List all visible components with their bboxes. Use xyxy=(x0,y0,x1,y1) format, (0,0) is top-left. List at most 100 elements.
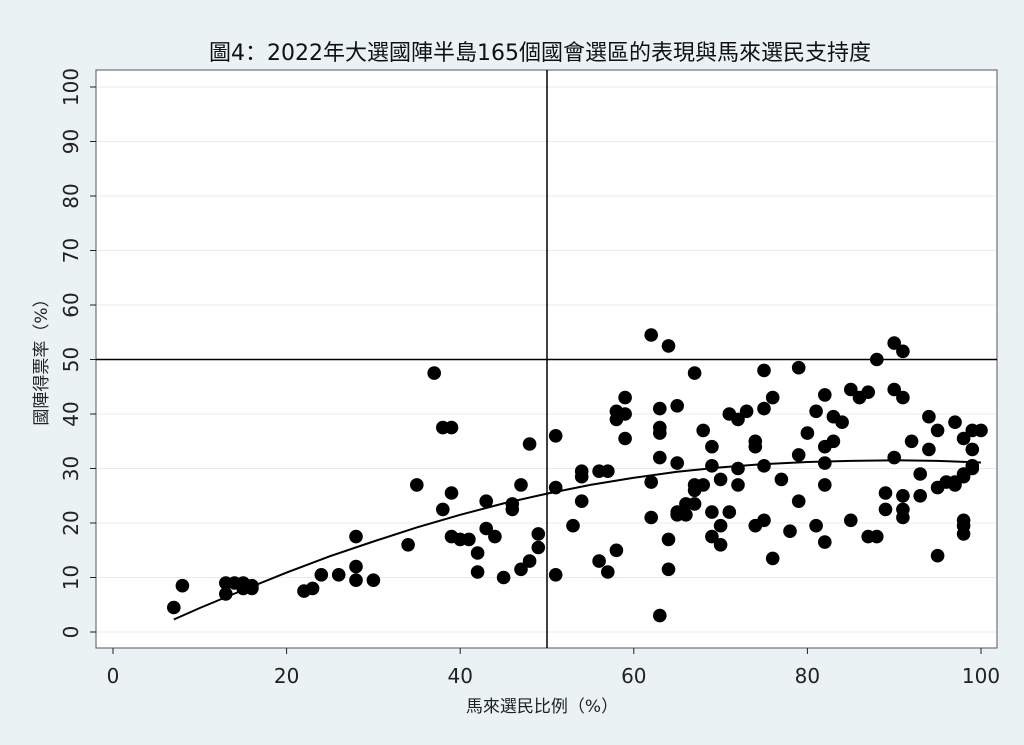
data-point xyxy=(844,382,858,397)
data-point xyxy=(462,532,476,547)
data-point xyxy=(366,573,381,587)
y-tick-label: 100 xyxy=(59,68,83,106)
data-point xyxy=(305,581,320,596)
y-tick-label: 10 xyxy=(59,565,83,590)
data-point xyxy=(331,568,346,582)
data-point xyxy=(566,518,580,533)
data-point xyxy=(774,472,789,487)
data-point xyxy=(531,540,546,555)
data-point xyxy=(670,456,684,470)
y-tick-label: 30 xyxy=(59,456,83,481)
fit-curve-group xyxy=(173,459,982,621)
data-point xyxy=(809,518,823,533)
data-point xyxy=(219,587,233,601)
data-point xyxy=(765,551,780,566)
data-point xyxy=(948,415,962,430)
data-point xyxy=(349,573,363,587)
data-point xyxy=(644,475,658,489)
data-point xyxy=(705,439,719,454)
reference-lines xyxy=(96,70,997,648)
y-tick-label: 90 xyxy=(59,129,83,154)
data-point xyxy=(791,448,806,462)
data-point xyxy=(574,469,589,484)
data-point xyxy=(956,469,971,484)
data-point xyxy=(757,459,771,473)
data-point xyxy=(514,562,528,577)
data-point xyxy=(765,390,780,405)
data-point xyxy=(913,467,927,481)
data-point xyxy=(904,434,919,449)
data-point xyxy=(731,478,745,492)
x-tick-label: 100 xyxy=(962,664,1000,688)
data-point xyxy=(496,570,511,585)
data-point xyxy=(436,502,450,517)
data-point xyxy=(479,494,494,509)
data-points xyxy=(167,328,988,623)
data-point xyxy=(401,538,415,552)
data-point xyxy=(713,518,728,533)
data-point xyxy=(349,559,363,574)
data-point xyxy=(687,366,702,380)
data-point xyxy=(748,439,763,454)
chart-title: 圖4：2022年大選國陣半島165個國會選區的表現與馬來選民支持度 xyxy=(209,41,871,66)
data-point xyxy=(548,480,563,495)
data-point xyxy=(809,404,823,419)
data-point xyxy=(887,336,901,350)
data-point xyxy=(844,513,858,528)
data-point xyxy=(956,527,971,541)
y-tick-label: 80 xyxy=(59,183,83,208)
data-point xyxy=(930,423,945,438)
data-point xyxy=(739,404,754,419)
data-point xyxy=(757,401,771,416)
data-point xyxy=(870,352,884,367)
data-point xyxy=(948,478,962,492)
data-point xyxy=(314,568,329,582)
x-tick-label: 40 xyxy=(447,664,472,688)
data-point xyxy=(913,489,927,503)
data-point xyxy=(922,409,936,424)
data-point xyxy=(818,388,832,402)
data-point xyxy=(791,494,806,509)
data-point xyxy=(705,529,719,544)
data-point xyxy=(956,431,971,446)
y-axis-title: 國陣得票率（%） xyxy=(32,290,52,425)
data-point xyxy=(644,510,658,525)
data-point xyxy=(896,344,910,359)
data-point xyxy=(965,442,980,457)
data-point xyxy=(514,478,528,492)
x-tick-label: 20 xyxy=(274,664,299,688)
data-point xyxy=(974,423,988,438)
data-point xyxy=(878,486,893,500)
data-point xyxy=(531,527,546,541)
data-point xyxy=(522,554,537,568)
data-point xyxy=(609,543,624,558)
data-point xyxy=(245,578,259,593)
data-point xyxy=(661,532,676,547)
data-point xyxy=(896,489,910,503)
data-point xyxy=(818,478,832,492)
data-point xyxy=(548,568,563,582)
data-point xyxy=(800,426,815,440)
x-axis-title: 馬來選民比例（%） xyxy=(466,697,618,717)
data-point xyxy=(410,478,424,492)
data-point xyxy=(878,502,893,517)
data-point xyxy=(644,328,658,342)
data-point xyxy=(670,399,684,413)
data-point xyxy=(930,548,945,563)
data-point xyxy=(479,521,494,536)
data-point xyxy=(687,497,702,511)
data-point xyxy=(574,494,589,509)
data-point xyxy=(349,529,363,544)
data-point xyxy=(713,472,728,487)
data-point xyxy=(705,505,719,519)
data-point xyxy=(696,478,710,492)
data-point xyxy=(548,429,563,443)
data-point xyxy=(887,382,901,397)
y-tick-label: 50 xyxy=(59,347,83,372)
data-point xyxy=(661,339,676,353)
data-point xyxy=(731,461,745,476)
data-point xyxy=(444,486,459,500)
axis-ticks: 0 10 20 30 40 50 60 70 80 90 100 0 20 40 60 80 100 xyxy=(59,68,1000,688)
data-point xyxy=(818,535,832,549)
